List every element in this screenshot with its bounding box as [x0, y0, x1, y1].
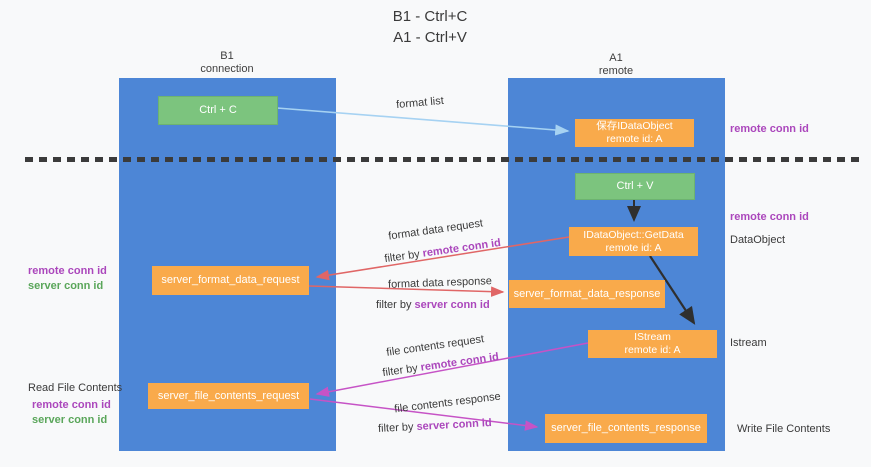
right-column-subtitle: remote: [598, 65, 634, 77]
right-column-header: A1 remote: [556, 52, 676, 78]
right-column-name: A1: [609, 52, 623, 64]
format-data-request-filter-label: filter by remote conn id: [384, 237, 502, 265]
file-contents-response-filter-label: filter by server conn id: [378, 417, 492, 435]
session-divider-dashed-line: [25, 157, 860, 162]
server-format-data-response-label: server_format_data_response: [513, 287, 661, 300]
left-column-subtitle: connection: [200, 63, 254, 75]
left-server-conn-id-label: server conn id: [28, 280, 104, 292]
server-file-contents-request-node: server_file_contents_request: [148, 383, 309, 409]
save-idataobject-node: 保存IDataObject remote id: A: [575, 119, 694, 147]
left-column-header: B1 connection: [167, 50, 287, 76]
filter-by-prefix: filter by: [383, 247, 424, 266]
server-file-contents-response-label: server_file_contents_response: [551, 422, 701, 434]
save-idataobject-label: 保存IDataObject: [596, 120, 673, 132]
format-data-response-label: format data response: [387, 275, 493, 291]
save-idataobject-remote-id: remote id: A: [606, 133, 663, 145]
ctrl-c-node: Ctrl + C: [158, 96, 278, 125]
remote-conn-id-key: remote conn id: [421, 236, 502, 260]
filter-by-prefix: filter by: [381, 361, 422, 380]
idataobject-getdata-node: IDataObject::GetData remote id: A: [569, 227, 698, 256]
file-contents-response-label: file contents response: [393, 390, 502, 416]
top-right-remote-conn-id-label: remote conn id: [730, 123, 809, 135]
filter-by-prefix: filter by: [377, 420, 417, 435]
istream-node: IStream remote id: A: [588, 330, 717, 358]
server-file-contents-request-label: server_file_contents_request: [157, 389, 300, 402]
istream-remote-id: remote id: A: [624, 344, 681, 356]
server-format-data-request-label: server_format_data_request: [161, 274, 300, 286]
filter-by-prefix: filter by: [376, 299, 415, 311]
idataobject-getdata-remote-id: remote id: A: [605, 241, 662, 254]
ctrl-v-label: Ctrl + V: [616, 180, 654, 192]
idataobject-getdata-label: IDataObject::GetData: [583, 228, 684, 241]
istream-side-label: Istream: [730, 337, 767, 349]
ctrl-v-node: Ctrl + V: [575, 173, 695, 200]
dataobject-label: DataObject: [730, 234, 786, 246]
mid-right-remote-conn-id-label: remote conn id: [730, 211, 809, 223]
left-remote-conn-id-label: remote conn id: [28, 265, 107, 277]
format-list-label: format list: [395, 94, 445, 112]
title-line-2: A1 - Ctrl+V: [393, 29, 467, 46]
server-conn-id-key: server conn id: [416, 417, 492, 433]
format-data-response-filter-label: filter by server conn id: [376, 299, 490, 311]
bottom-left-remote-conn-id-label: remote conn id: [32, 399, 111, 411]
read-file-contents-label: Read File Contents: [28, 382, 123, 394]
istream-label: IStream: [634, 331, 671, 343]
write-file-contents-label: Write File Contents: [737, 423, 831, 435]
left-column-name: B1: [220, 50, 234, 62]
server-format-data-response-node: server_format_data_response: [509, 280, 665, 308]
server-conn-id-key: server conn id: [414, 299, 490, 311]
ctrl-c-label: Ctrl + C: [199, 104, 237, 116]
bottom-left-server-conn-id-label: server conn id: [32, 414, 108, 426]
server-format-data-request-node: server_format_data_request: [152, 266, 309, 295]
server-file-contents-response-node: server_file_contents_response: [545, 414, 707, 443]
title-line-1: B1 - Ctrl+C: [392, 8, 468, 25]
remote-conn-id-key: remote conn id: [419, 350, 500, 374]
diagram-title: B1 - Ctrl+C A1 - Ctrl+V: [330, 6, 530, 48]
format-data-request-label: format data request: [387, 217, 484, 243]
